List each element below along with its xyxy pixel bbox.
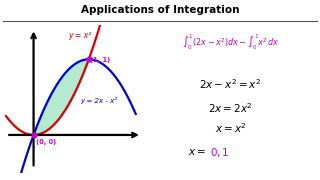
Text: $x = $: $x = $ [188, 147, 206, 157]
Text: $0, 1$: $0, 1$ [210, 146, 229, 159]
Text: (1, 1): (1, 1) [90, 57, 110, 63]
Text: $2x - x^2 = x^2$: $2x - x^2 = x^2$ [199, 77, 261, 91]
Text: $\int_0^1(2x - x^2)dx - \int_0^1 x^2\,dx$: $\int_0^1(2x - x^2)dx - \int_0^1 x^2\,dx… [181, 33, 279, 53]
Text: (0, 0): (0, 0) [36, 139, 56, 145]
Text: y = 2x - x²: y = 2x - x² [81, 97, 117, 104]
Text: $2x = 2x^2$: $2x = 2x^2$ [208, 101, 253, 115]
Text: $x = x^2$: $x = x^2$ [215, 122, 246, 135]
Text: Applications of Integration: Applications of Integration [81, 5, 239, 15]
Text: y = x²: y = x² [68, 31, 91, 40]
